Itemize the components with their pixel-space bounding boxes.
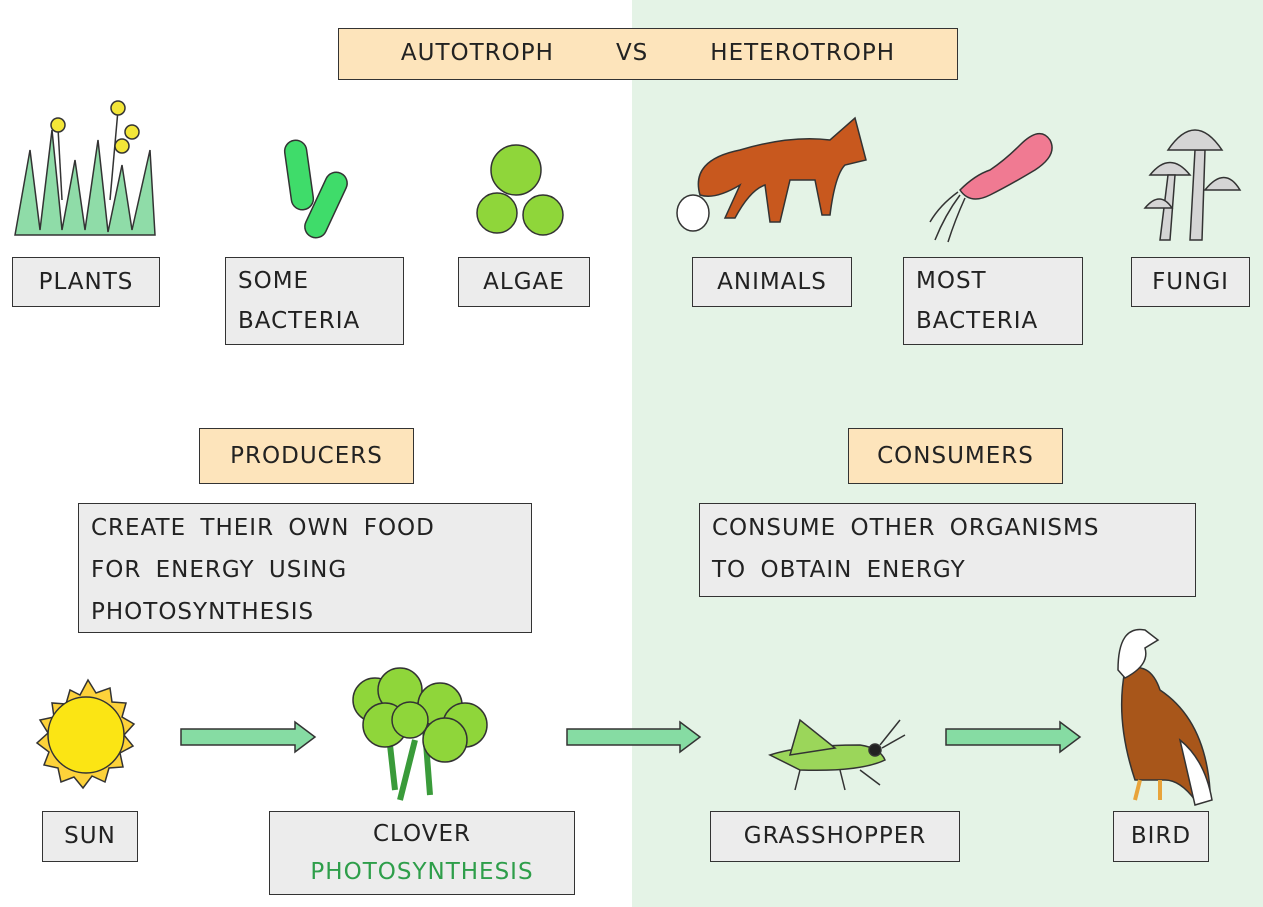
description-line: CREATE THEIR OWN FOOD [91,507,519,549]
organism-label: PLANTS [25,261,147,303]
organism-label: ANIMALS [705,261,839,303]
organism-label: ALGAE [471,261,577,303]
organism-label: BACTERIA [916,301,1070,341]
producers-heading: PRODUCERS [199,428,414,484]
chain-label: CLOVER [282,815,562,853]
organism-label: MOST [916,261,1070,301]
chain-box: BIRD [1113,811,1209,862]
description-line: CONSUME OTHER ORGANISMS [712,507,1183,549]
organism-label: FUNGI [1144,261,1237,303]
organism-box: ALGAE [458,257,590,307]
organism-label: BACTERIA [238,301,391,341]
title-right: HETEROTROPH [710,40,895,66]
description-line: PHOTOSYNTHESIS [91,591,519,633]
organism-box: ANIMALS [692,257,852,307]
chain-box: SUN [42,811,138,862]
title-left: AUTOTROPH [401,40,554,66]
description-line: TO OBTAIN ENERGY [712,549,1183,591]
organism-box: FUNGI [1131,257,1250,307]
chain-label: BIRD [1131,823,1191,849]
title-middle: VS [616,40,648,66]
title-box: AUTOTROPH VS HETEROTROPH [338,28,958,80]
diagram: AUTOTROPHVSHETEROTROPH PLANTS SOMEBACTER… [0,0,1263,907]
illustrations [0,0,1263,907]
chain-box: GRASSHOPPER [710,811,960,862]
heading-text: CONSUMERS [877,443,1034,469]
chain-label: GRASSHOPPER [744,823,926,849]
organism-box: PLANTS [12,257,160,307]
process-label: PHOTOSYNTHESIS [282,853,562,891]
heading-text: PRODUCERS [230,443,383,469]
chain-label: SUN [64,823,116,849]
description-line: FOR ENERGY USING [91,549,519,591]
organism-label: SOME [238,261,391,301]
consumers-heading: CONSUMERS [848,428,1063,484]
